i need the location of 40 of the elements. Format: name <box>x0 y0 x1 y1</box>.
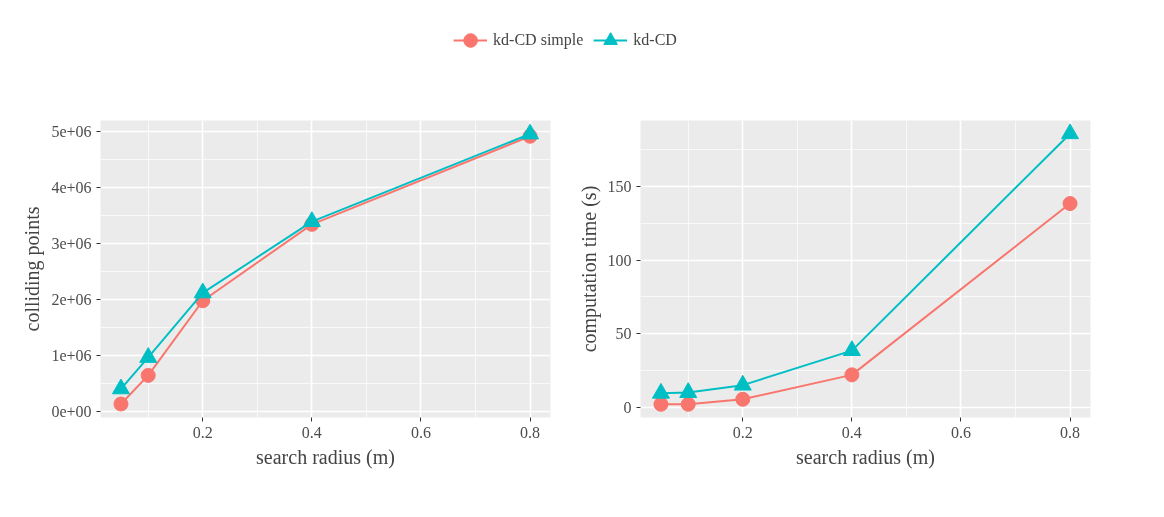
point <box>735 391 751 407</box>
x-tick-label: 0.2 <box>192 423 213 441</box>
legend-label: kd-CD simple <box>493 31 584 49</box>
point <box>139 347 158 363</box>
x-tick-label: 0.4 <box>841 423 862 441</box>
point <box>1061 123 1080 140</box>
point <box>193 282 212 299</box>
legend-label: kd-CD <box>633 31 677 49</box>
x-axis-title: search radius (m) <box>256 445 395 469</box>
point <box>111 378 130 395</box>
point <box>140 367 156 383</box>
x-tick-label: 0.8 <box>1060 423 1081 441</box>
x-tick-label: 0.4 <box>301 423 322 441</box>
point <box>651 382 670 399</box>
x-tick-label: 0.8 <box>520 423 541 441</box>
y-tick-label: 0 <box>623 398 632 416</box>
y-tick-label: 4e+06 <box>51 178 92 196</box>
point <box>653 396 669 412</box>
point <box>302 211 321 227</box>
x-tick-label: 0.6 <box>410 423 431 441</box>
y-tick-label: 50 <box>615 325 632 343</box>
y-axis-title: colliding points <box>21 206 45 332</box>
y-tick-label: 1e+06 <box>51 347 92 365</box>
x-tick-label: 0.2 <box>732 423 753 441</box>
x-axis-title: search radius (m) <box>796 445 935 469</box>
y-tick-label: 100 <box>607 251 632 269</box>
point <box>842 340 861 357</box>
point <box>521 123 540 140</box>
y-axis-title: computation time (s) <box>577 185 601 353</box>
y-tick-label: 2e+06 <box>51 291 92 309</box>
y-tick-label: 3e+06 <box>51 234 92 252</box>
point <box>844 367 860 383</box>
point <box>733 374 752 391</box>
x-tick-label: 0.6 <box>950 423 971 441</box>
y-tick-label: 5e+06 <box>51 122 92 140</box>
point <box>113 396 129 412</box>
point <box>679 382 698 398</box>
y-tick-label: 150 <box>607 178 632 196</box>
point <box>680 396 696 412</box>
y-tick-label: 0e+00 <box>51 403 92 421</box>
